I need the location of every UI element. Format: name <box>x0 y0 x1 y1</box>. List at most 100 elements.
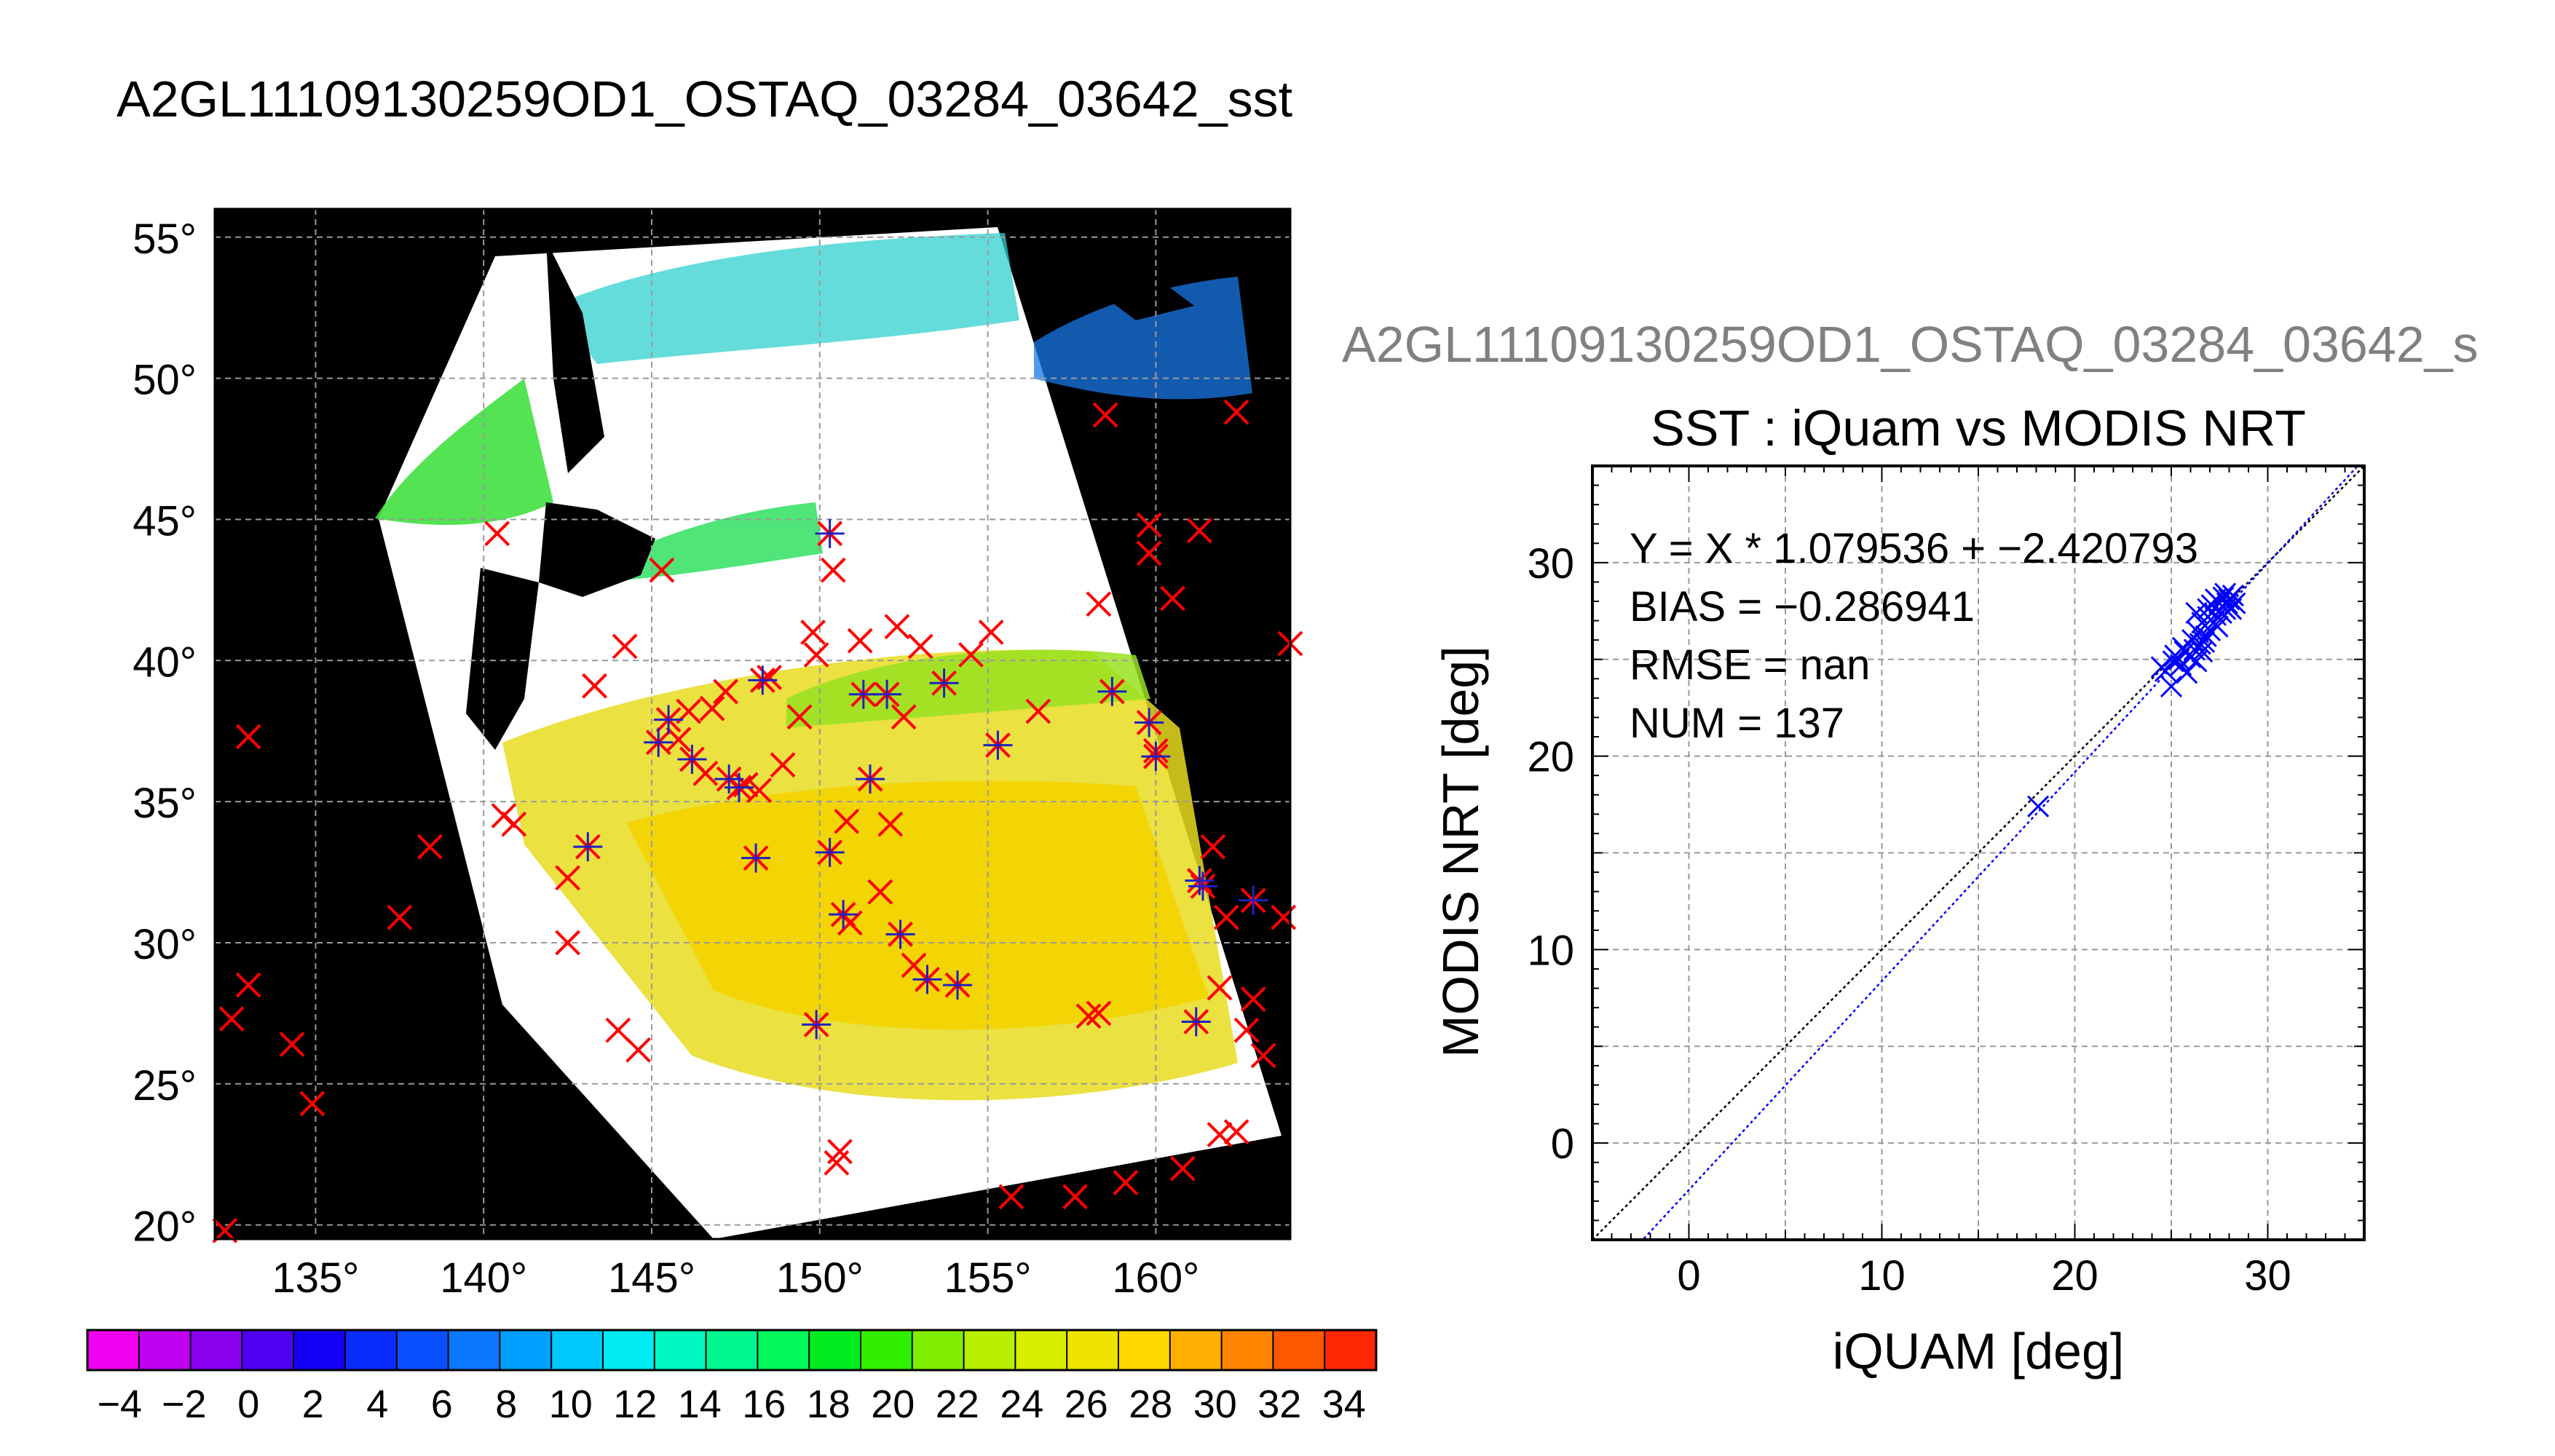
scatter-point <box>2197 598 2219 620</box>
iquam-point-marker <box>803 642 829 668</box>
scatter-points <box>2027 582 2246 818</box>
colorbar-cell <box>706 1330 758 1370</box>
colorbar-tick-label: 32 <box>1257 1382 1301 1426</box>
matchup-point-marker <box>1185 866 1215 895</box>
longitude-tick-label: 160° <box>1112 1254 1199 1302</box>
iquam-point-marker <box>387 904 413 930</box>
scatter-tick-marks <box>1592 465 2365 1241</box>
matchup-point-marker <box>872 679 902 709</box>
scatter-point <box>2192 630 2216 653</box>
iquam-point-marker <box>867 879 893 905</box>
sst-colorbar-panel: −4 −2 0 2 4 6 8 10 12 14 16 18 20 22 24 26 28 30 32 34 <box>86 1329 1378 1426</box>
colorbar-tick-label: 16 <box>742 1382 786 1426</box>
scatter-y-tick-label: 20 <box>1527 734 1574 781</box>
colorbar-tick-label: 6 <box>431 1382 453 1426</box>
land-hokkaido <box>539 502 655 597</box>
iquam-point-marker <box>279 1032 305 1057</box>
colorbar-tick-label: 12 <box>613 1382 657 1426</box>
iquam-point-marker <box>235 724 261 750</box>
longitude-tick-labels: 135° 140° 145° 150° 155° 160° <box>272 1254 1199 1302</box>
iquam-point-marker <box>820 557 846 583</box>
matchup-point-marker <box>677 744 707 774</box>
scatter-point <box>2176 662 2198 684</box>
matchup-point-marker <box>829 900 858 930</box>
iquam-point-marker <box>1075 1003 1102 1029</box>
iquam-point-marker <box>998 1184 1024 1210</box>
iquam-point-marker <box>484 521 510 547</box>
map-frame <box>213 207 1292 1241</box>
scatter-point <box>2220 598 2243 620</box>
scatter-point <box>2185 601 2208 625</box>
scatter-stats-block: Y = X * 1.079536 + −2.420793 BIAS = −0.28… <box>1630 525 2198 747</box>
colorbar-cell <box>1273 1330 1325 1370</box>
colorbar-cell <box>1169 1330 1223 1370</box>
scatter-gridlines <box>1592 466 2364 1240</box>
iquam-point-marker <box>978 620 1004 645</box>
scatter-title: SST : iQuam vs MODIS NRT <box>1651 400 2306 456</box>
latitude-tick-label: 50° <box>133 357 197 404</box>
scatter-y-tick-label: 10 <box>1527 927 1574 974</box>
scatter-point <box>2162 650 2184 673</box>
iquam-point-marker <box>1223 399 1249 425</box>
colorbar-cell <box>654 1330 707 1370</box>
scatter-point <box>2191 641 2214 663</box>
matchup-point-marker <box>815 837 845 867</box>
matchup-point-marker <box>1239 885 1268 915</box>
longitude-tick-label: 150° <box>776 1254 864 1302</box>
iquam-point-marker <box>1136 512 1162 538</box>
swath-green-band <box>786 649 1150 728</box>
iquam-point-marker <box>416 834 443 860</box>
latitude-tick-label: 40° <box>133 638 197 686</box>
matchup-point-marker <box>912 965 942 994</box>
iquam-point-marker <box>605 1017 631 1043</box>
iquam-point-marker <box>1086 591 1112 617</box>
swath-blue-north <box>1034 277 1252 400</box>
matchup-point-marker <box>724 772 754 802</box>
latitude-tick-label: 20° <box>133 1203 197 1251</box>
longitude-tick-label: 145° <box>608 1254 695 1302</box>
scatter-y-tick-label: 30 <box>1527 540 1574 587</box>
colorbar-cells <box>87 1330 1377 1370</box>
latitude-tick-label: 30° <box>133 921 197 968</box>
iquam-point-marker <box>746 778 773 804</box>
land-kamchatka <box>1078 262 1194 320</box>
colorbar-cell <box>87 1330 140 1370</box>
matchup-point-marker <box>802 1010 832 1040</box>
colorbar-cell <box>912 1330 965 1370</box>
land-sakhalin <box>546 240 604 473</box>
iquam-point-marker <box>699 695 725 721</box>
iquam-point-marker <box>834 808 860 834</box>
scatter-y-axis-label: MODIS NRT [deg] <box>1432 646 1489 1057</box>
scatter-point <box>2171 636 2194 659</box>
colorbar-frame <box>86 1329 1378 1372</box>
scatter-y-tick-labels: 0 10 20 30 <box>1527 540 1574 1168</box>
matchup-point-marker <box>1141 742 1171 772</box>
colorbar-cell <box>1221 1330 1273 1370</box>
iquam-point-marker <box>1186 518 1212 544</box>
iquam-point-marker <box>299 1091 325 1117</box>
iquam-point-marker <box>1113 1170 1139 1195</box>
colorbar-tick-label: 30 <box>1193 1382 1237 1426</box>
scatter-point <box>2027 795 2050 818</box>
matchup-point-marker <box>1097 676 1127 706</box>
colorbar-cell <box>861 1330 913 1370</box>
colorbar-tick-label: 4 <box>366 1382 388 1426</box>
colorbar-cell <box>345 1330 398 1370</box>
scatter-point <box>2204 588 2227 611</box>
iquam-point-marker <box>713 678 738 705</box>
latitude-tick-label: 25° <box>133 1062 197 1109</box>
iquam-point-marker <box>1169 1155 1196 1182</box>
scatter-point <box>2222 584 2244 607</box>
scatter-stat-line: BIAS = −0.286941 <box>1630 583 1975 630</box>
matchup-point-marker <box>748 665 778 695</box>
iquam-point-marker <box>800 620 826 645</box>
map-gridlines <box>215 209 1290 1239</box>
colorbar-cell <box>242 1330 294 1370</box>
longitude-tick-label: 140° <box>440 1254 527 1302</box>
iquam-point-marker <box>1200 834 1226 860</box>
latitude-tick-label: 45° <box>133 497 197 545</box>
colorbar-tick-label: 8 <box>495 1382 517 1426</box>
sst-swath <box>375 227 1282 1239</box>
matchup-point-marker <box>983 730 1013 760</box>
